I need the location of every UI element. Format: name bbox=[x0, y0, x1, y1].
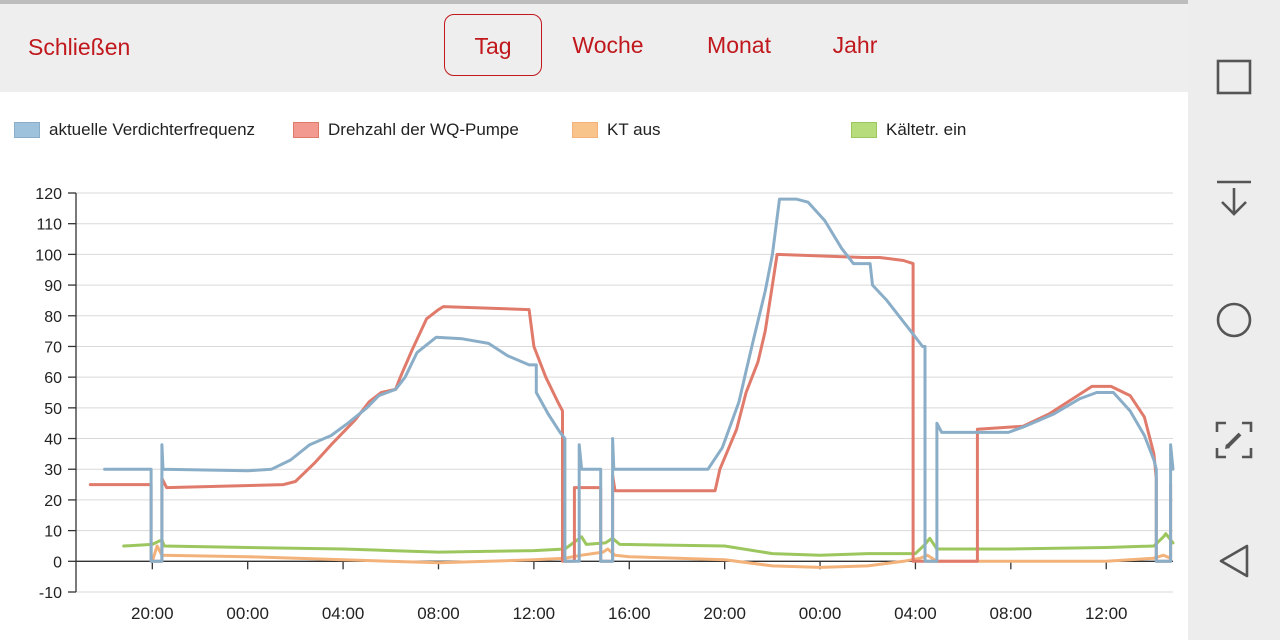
overview-icon[interactable] bbox=[1204, 47, 1264, 107]
y-tick-label: 0 bbox=[53, 554, 62, 571]
legend-swatch-red bbox=[293, 122, 319, 138]
x-tick-label: 20:00 bbox=[131, 604, 174, 623]
tab-week[interactable]: Woche bbox=[572, 32, 644, 58]
y-tick-label: 60 bbox=[44, 370, 62, 387]
y-tick-label: 20 bbox=[44, 493, 62, 510]
legend-swatch-green bbox=[851, 122, 877, 138]
x-tick-label: 20:00 bbox=[703, 604, 746, 623]
y-tick-label: 30 bbox=[44, 462, 62, 479]
legend-item-compressor-frequency[interactable]: aktuelle Verdichterfrequenz bbox=[14, 120, 255, 140]
x-tick-label: 12:00 bbox=[513, 604, 556, 623]
y-tick-label: 10 bbox=[44, 524, 62, 541]
home-icon[interactable] bbox=[1204, 290, 1264, 350]
y-tick-label: 80 bbox=[44, 309, 62, 326]
legend-label: Drehzahl der WQ-Pumpe bbox=[328, 120, 519, 139]
legend-swatch-orange bbox=[572, 122, 598, 138]
chart-legend: aktuelle Verdichterfrequenz Drehzahl der… bbox=[0, 112, 1188, 148]
x-tick-label: 16:00 bbox=[608, 604, 651, 623]
top-bar: Schließen Tag Woche Monat Jahr bbox=[0, 0, 1188, 92]
y-tick-label: 90 bbox=[44, 278, 62, 295]
series-line-1 bbox=[103, 197, 1175, 563]
x-tick-label: 04:00 bbox=[322, 604, 365, 623]
y-tick-label: 100 bbox=[35, 247, 62, 264]
x-tick-label: 00:00 bbox=[226, 604, 269, 623]
tab-month[interactable]: Monat bbox=[707, 32, 771, 58]
legend-swatch-blue bbox=[14, 122, 40, 138]
close-button[interactable]: Schließen bbox=[28, 34, 131, 60]
tab-year[interactable]: Jahr bbox=[832, 32, 878, 58]
y-tick-label: -10 bbox=[39, 585, 62, 602]
screenshot-edit-icon[interactable] bbox=[1204, 410, 1264, 470]
x-tick-label: 12:00 bbox=[1085, 604, 1128, 623]
series-line-3 bbox=[150, 544, 1173, 569]
y-tick-label: 120 bbox=[35, 186, 62, 203]
system-navigation-bar bbox=[1188, 0, 1280, 640]
x-tick-label: 08:00 bbox=[417, 604, 460, 623]
back-icon[interactable] bbox=[1204, 531, 1264, 591]
legend-label: aktuelle Verdichterfrequenz bbox=[49, 120, 256, 139]
y-tick-label: 40 bbox=[44, 432, 62, 449]
y-tick-label: 70 bbox=[44, 339, 62, 356]
x-tick-label: 00:00 bbox=[799, 604, 842, 623]
tab-day[interactable]: Tag bbox=[444, 14, 542, 76]
legend-item-pump-speed[interactable]: Drehzahl der WQ-Pumpe bbox=[293, 120, 519, 140]
x-tick-label: 04:00 bbox=[894, 604, 937, 623]
legend-item-refrigerant-in[interactable]: Kältetr. ein bbox=[851, 120, 966, 140]
legend-label: Kältetr. ein bbox=[886, 120, 967, 139]
legend-label: KT aus bbox=[607, 120, 661, 139]
legend-item-kt-out[interactable]: KT aus bbox=[572, 120, 661, 140]
y-tick-label: 50 bbox=[44, 401, 62, 418]
download-icon[interactable] bbox=[1204, 168, 1264, 228]
y-tick-label: 110 bbox=[36, 217, 62, 234]
app-window: Schließen Tag Woche Monat Jahr aktuelle … bbox=[0, 0, 1188, 623]
series-line-4 bbox=[122, 532, 1175, 557]
x-tick-label: 08:00 bbox=[990, 604, 1033, 623]
